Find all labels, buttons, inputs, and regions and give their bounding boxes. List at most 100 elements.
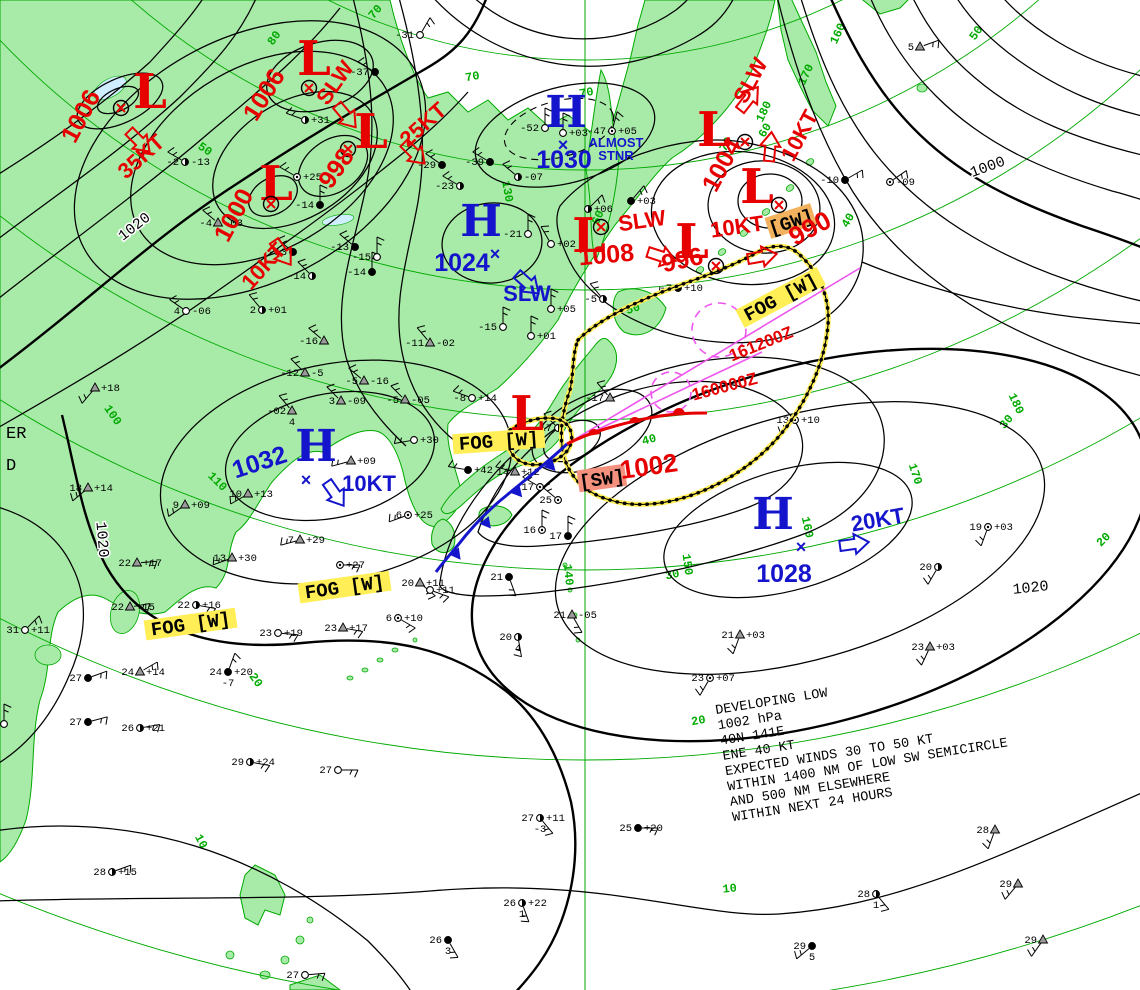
- wind-barb: [308, 972, 325, 976]
- wind-barb-tick: [541, 515, 547, 519]
- wind-barb-tick: [544, 113, 550, 117]
- wind-barb-tick: [880, 904, 886, 907]
- island: [412, 637, 418, 643]
- station-symbol: [808, 942, 816, 950]
- island: [739, 229, 749, 237]
- wind-barb-tick: [249, 292, 258, 296]
- station-value: 14: [496, 467, 509, 479]
- station-plot: -09: [886, 170, 915, 189]
- wind-barb-tick: [452, 385, 460, 392]
- wind-barb-tick: [297, 258, 306, 263]
- grid-label: 80: [265, 28, 285, 48]
- wind-barb-tick: [541, 509, 550, 514]
- station-plot: +03: [559, 112, 588, 140]
- station-symbol: [131, 557, 143, 567]
- wind-barb-tick: [427, 595, 436, 600]
- station-plot: 6 +25: [388, 510, 433, 523]
- wind-barb-tick: [285, 538, 288, 544]
- wind-barb-tick: [502, 306, 511, 311]
- wind-barb: [339, 233, 353, 245]
- wind-barb-tick: [172, 151, 178, 156]
- station-value: +07: [716, 673, 735, 685]
- island: [289, 974, 341, 990]
- wind-barb-tick: [695, 688, 701, 696]
- grid-label: 70: [464, 69, 481, 85]
- wind-barb-tick: [527, 213, 536, 218]
- wind-barb-tick: [567, 515, 576, 520]
- station-plot: 5: [908, 39, 940, 54]
- wind-barb-tick: [643, 185, 648, 194]
- station-value: +14: [146, 667, 165, 679]
- station-plot: -14: [287, 258, 316, 283]
- wind-barb-tick: [597, 380, 606, 384]
- grid-label: 70: [578, 85, 595, 101]
- station-value: -15: [352, 252, 371, 264]
- wind-barb-tick: [430, 154, 436, 158]
- station-value: 21: [721, 630, 734, 642]
- station-plot: -8 +14: [452, 385, 497, 405]
- wind-barb-tick: [232, 658, 237, 663]
- station-plot: 204: [499, 632, 522, 658]
- station-plot: 29: [999, 878, 1024, 900]
- wind-barb-tick: [426, 22, 431, 28]
- station-value: 27: [69, 717, 82, 729]
- station-plot: 19 +03: [969, 522, 1013, 547]
- station-value: +03: [746, 630, 765, 642]
- wind-barb: [522, 906, 530, 922]
- station-plot: +18: [78, 382, 120, 404]
- isobar: [650, 150, 836, 286]
- isobar: [266, 39, 374, 113]
- wind-barb-tick: [600, 385, 606, 388]
- station-plot: -5 -05: [386, 382, 430, 407]
- wind-barb: [230, 495, 245, 505]
- station-symbol: [316, 201, 324, 209]
- wind-barb-tick: [321, 973, 326, 981]
- station-value: -5: [311, 368, 324, 380]
- station-value: +10: [801, 415, 820, 427]
- forecast-position-circle: [691, 302, 747, 358]
- station-plot: +09: [331, 455, 376, 468]
- edge-label: D: [6, 457, 16, 476]
- wind-barb-tick: [260, 764, 265, 769]
- station-value: -10: [820, 175, 839, 187]
- island: [306, 916, 314, 924]
- station-value: -14: [287, 271, 306, 283]
- station-plot: 29: [0, 703, 12, 728]
- wind-barb: [495, 466, 512, 472]
- isobar: [0, 792, 1140, 916]
- wind-barb-tick: [280, 537, 283, 546]
- wind-barb-tick: [975, 539, 982, 547]
- isobar: [475, 0, 688, 40]
- station-symbol: [212, 217, 224, 227]
- wind-barb-tick: [206, 607, 211, 612]
- station-plot: 27 +11-3: [521, 813, 565, 836]
- station-symbol: [444, 936, 452, 944]
- cold-front: [434, 442, 569, 573]
- station-value: 29: [231, 757, 244, 769]
- wind-barb-tick: [453, 463, 458, 468]
- station-plot: 21 -05: [553, 609, 597, 634]
- station-value: 28: [93, 867, 106, 879]
- isobar: [800, 0, 1140, 302]
- station-symbol: [294, 534, 306, 544]
- low-center-mark: [343, 144, 353, 154]
- wind-barb-tick: [420, 330, 426, 333]
- station-plot: 16: [523, 509, 550, 537]
- wind-barb-tick: [794, 950, 798, 959]
- station-value: -02: [267, 406, 286, 418]
- warm-front: [566, 411, 708, 446]
- wind-barb: [509, 580, 517, 596]
- station-value: -3: [534, 824, 547, 836]
- low-center-mark: [304, 83, 314, 93]
- low-symbol: L: [740, 159, 774, 215]
- station-plot: 3 -09: [326, 383, 366, 408]
- wind-barb-tick: [522, 472, 530, 478]
- wind-barb-tick: [544, 828, 550, 831]
- warm-front-semicircle: [588, 429, 600, 437]
- wind-barb-tick: [153, 561, 158, 569]
- wind-barb-tick: [339, 230, 348, 235]
- station-plot: 29 +24: [231, 757, 275, 773]
- station-value: 5: [809, 952, 815, 964]
- station-value: -13: [268, 247, 287, 259]
- station-plot: 26 +221: [503, 898, 547, 923]
